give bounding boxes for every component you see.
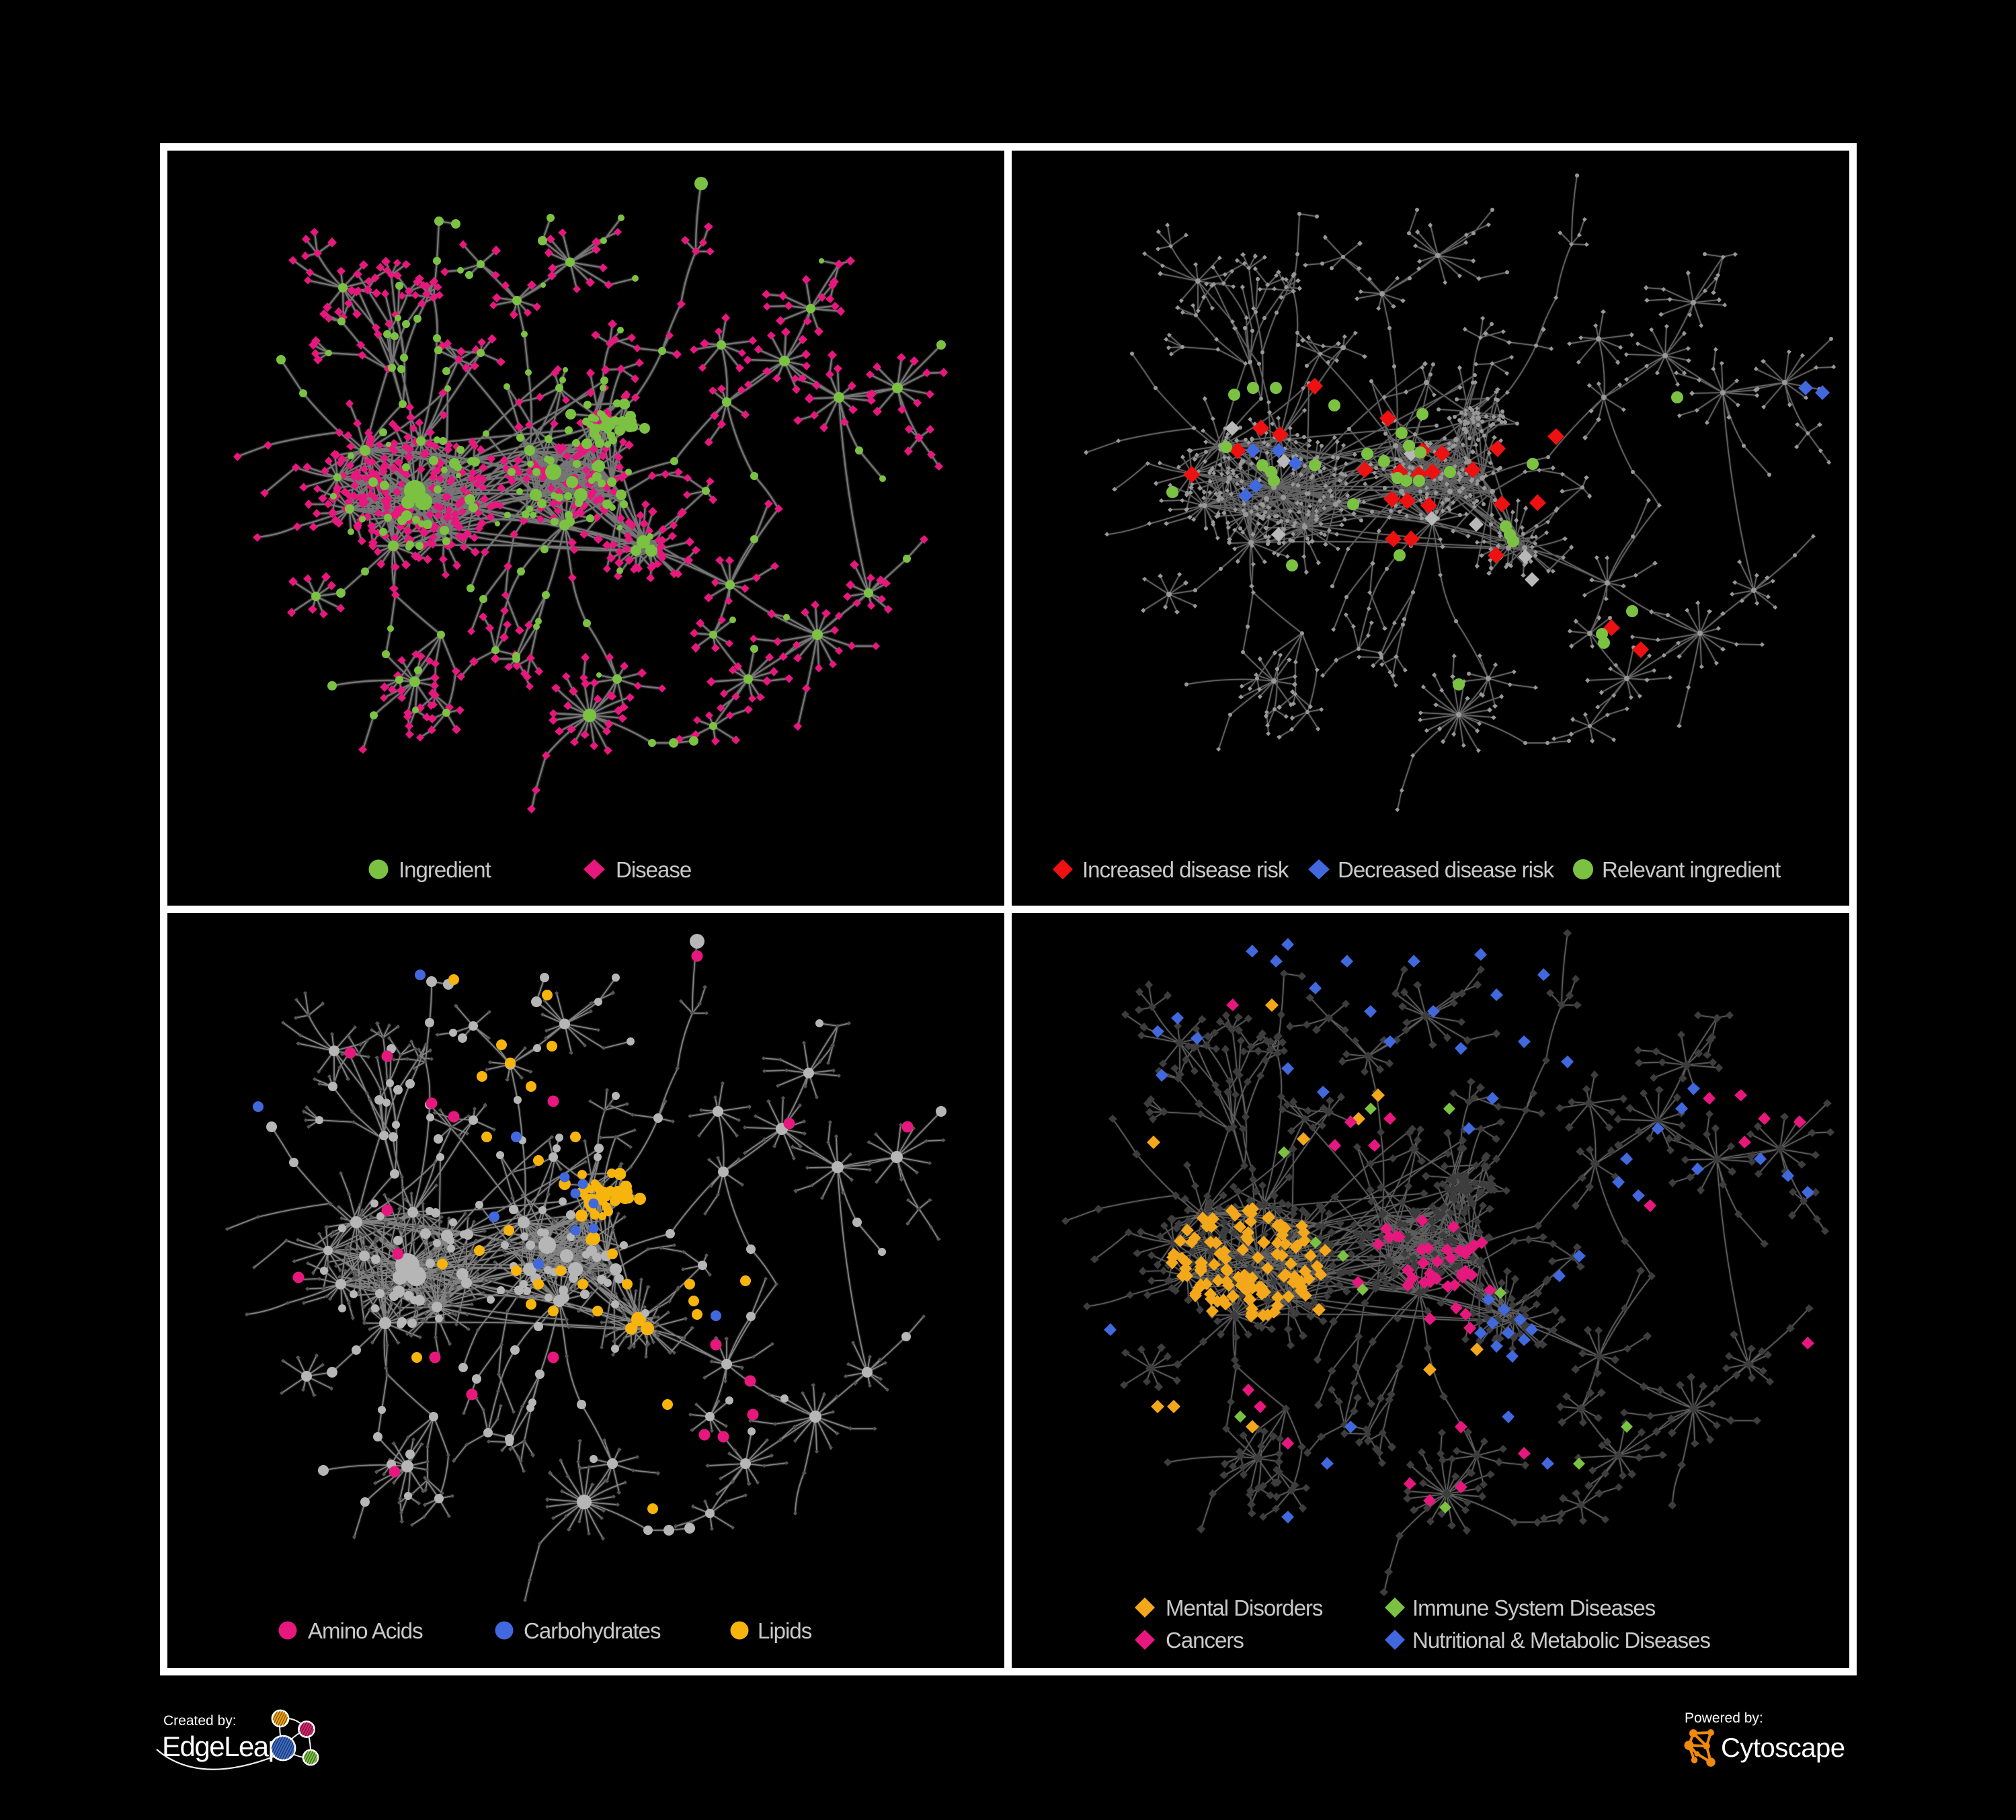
svg-text:EdgeLeap: EdgeLeap [162,1731,283,1762]
svg-text:Disease: Disease [616,857,691,882]
svg-text:Created by:: Created by: [163,1713,237,1729]
svg-text:Powered by:: Powered by: [1685,1710,1763,1726]
svg-text:Mental Disorders: Mental Disorders [1166,1595,1323,1620]
svg-text:Cytoscape: Cytoscape [1721,1733,1845,1763]
svg-text:Decreased disease risk: Decreased disease risk [1338,857,1554,882]
svg-text:Carbohydrates: Carbohydrates [524,1618,661,1643]
svg-text:Lipids: Lipids [758,1618,812,1643]
svg-text:Increased disease risk: Increased disease risk [1082,857,1289,882]
svg-text:Amino Acids: Amino Acids [308,1618,423,1643]
svg-text:Nutritional & Metabolic Diseas: Nutritional & Metabolic Diseases [1412,1628,1711,1653]
svg-text:Cancers: Cancers [1166,1628,1244,1653]
svg-text:Relevant ingredient: Relevant ingredient [1602,857,1781,882]
svg-text:Ingredient: Ingredient [399,857,491,882]
svg-text:Immune System Diseases: Immune System Diseases [1412,1595,1656,1620]
